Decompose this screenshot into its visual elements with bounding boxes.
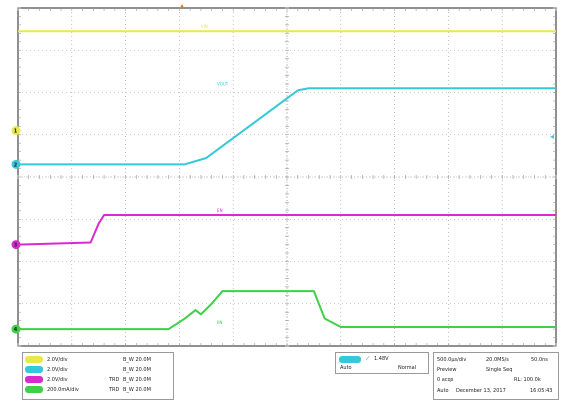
ch2-marker-label: 2 bbox=[14, 162, 18, 168]
ch3-scale: 2.0V/div bbox=[47, 377, 68, 383]
acquisition-panel: 500.0µs/div 20.0MS/s 50.0ns Preview Sing… bbox=[433, 352, 559, 400]
ch4-bw-prefix: TRD bbox=[109, 387, 120, 393]
ch4-scale: 200.0mA/div bbox=[47, 387, 79, 393]
ch3-badge bbox=[25, 376, 43, 383]
acqs-count: 0 acqs bbox=[437, 377, 454, 383]
ch3-marker-label: 3 bbox=[14, 243, 18, 249]
waveform-traces: VIN VOUT EN IIN bbox=[17, 24, 556, 331]
ch3-ground-marker bbox=[11, 240, 21, 250]
trace-label-vin: VIN bbox=[201, 24, 208, 29]
ch1-badge bbox=[25, 356, 43, 363]
ch4-marker-label: 4 bbox=[14, 327, 18, 333]
trigger-position-marker bbox=[180, 4, 185, 8]
trace-label-iin: IIN bbox=[217, 320, 222, 325]
trace-iin bbox=[18, 290, 556, 331]
ch3-bw: B_W 20.0M bbox=[123, 377, 151, 383]
record-length: RL: 100.0k bbox=[514, 377, 541, 383]
single-seq-button[interactable]: Single Seq bbox=[486, 367, 513, 373]
trace-label-en: EN bbox=[217, 208, 223, 213]
trigger-level-marker bbox=[550, 134, 554, 139]
ch4-bw: B_W 20.0M bbox=[123, 387, 151, 393]
trigger-mode-value: Normal bbox=[398, 365, 417, 371]
ch1-bw: B_W 20.0M bbox=[123, 357, 151, 363]
ch2-bw: B_W 20.0M bbox=[123, 367, 151, 373]
ch2-ground-marker bbox=[11, 159, 21, 169]
capture-date: December 13, 2017 bbox=[456, 388, 506, 394]
ch4-ground-marker bbox=[11, 324, 21, 334]
ch3-bw-prefix: TRD bbox=[109, 377, 120, 383]
trigger-panel[interactable]: ⟋ 1.48V Auto Normal bbox=[335, 352, 429, 374]
run-mode: Auto bbox=[437, 388, 449, 394]
graticule-grid bbox=[17, 7, 557, 347]
trace-en bbox=[17, 214, 556, 246]
trace-label-vout: VOUT bbox=[217, 81, 229, 86]
trigger-level: 1.48V bbox=[374, 356, 389, 362]
trigger-mode-label: Auto bbox=[340, 365, 352, 371]
ch2-scale: 2.0V/div bbox=[47, 367, 68, 373]
ch2-badge bbox=[25, 366, 43, 373]
trigger-slope-icon: ⟋ bbox=[366, 356, 370, 362]
ch1-scale: 2.0V/div bbox=[47, 357, 68, 363]
sample-rate: 20.0MS/s bbox=[486, 357, 509, 363]
capture-time: 16:05:43 bbox=[530, 388, 553, 394]
ch1-ground-marker bbox=[11, 126, 21, 136]
channel-settings-panel: 2.0V/div B_W 20.0M 2.0V/div B_W 20.0M 2.… bbox=[22, 352, 174, 400]
timebase[interactable]: 500.0µs/div bbox=[437, 357, 467, 363]
record-interval: 50.0ns bbox=[531, 357, 548, 363]
trigger-channel-badge bbox=[339, 356, 361, 363]
trace-vout bbox=[18, 87, 556, 166]
preview-label: Preview bbox=[437, 367, 457, 373]
channel-markers: 1 2 3 4 bbox=[11, 4, 554, 334]
ch4-badge bbox=[25, 386, 43, 393]
ch1-marker-label: 1 bbox=[14, 129, 18, 135]
